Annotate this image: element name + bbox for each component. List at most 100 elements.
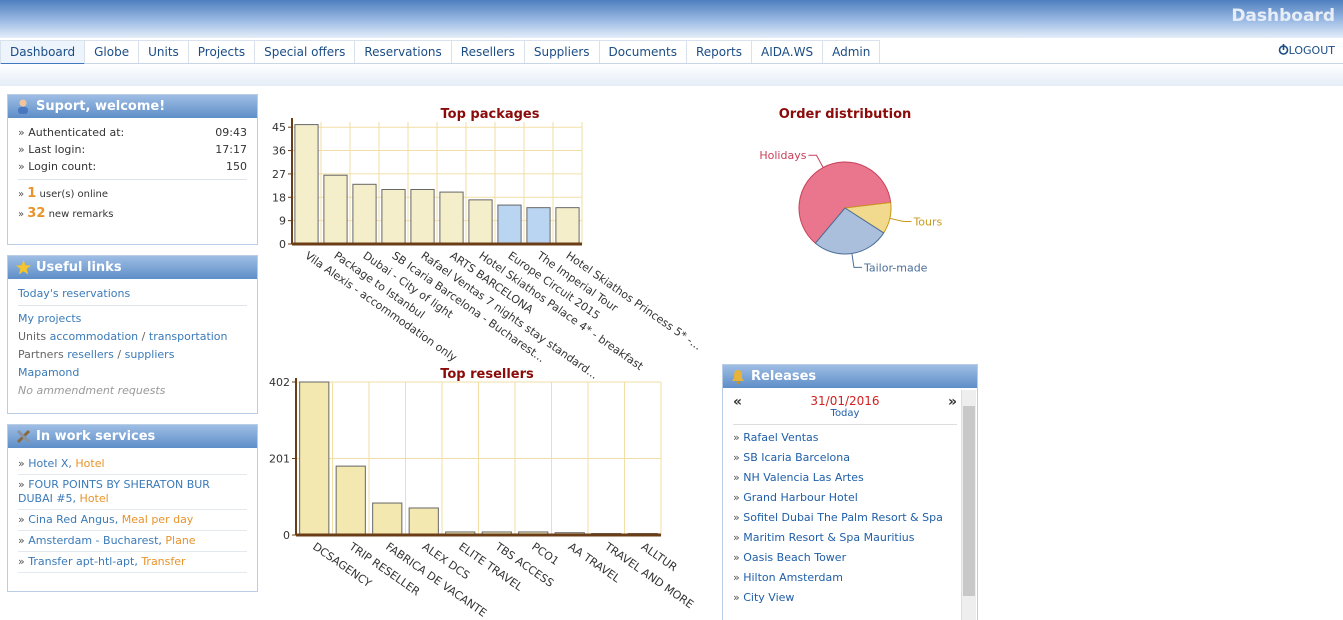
service-row: Amsterdam - Bucharest, Plane (18, 531, 247, 552)
service-type[interactable]: Hotel (79, 492, 109, 505)
release-item[interactable]: Oasis Beach Tower (733, 548, 957, 568)
info-value: 150 (226, 160, 247, 173)
service-type[interactable]: Hotel (75, 457, 105, 470)
service-name[interactable]: FOUR POINTS BY SHERATON BUR DUBAI #5, (18, 478, 210, 505)
logout[interactable]: LOGOUT (1278, 44, 1335, 57)
link-text: / (141, 330, 146, 343)
leader-line (889, 217, 912, 222)
leader-line (808, 154, 824, 168)
panel-body: « 31/01/2016 » Today Rafael VentasSB Icari… (723, 388, 977, 608)
service-name[interactable]: Hotel X, (28, 457, 72, 470)
next[interactable]: » (947, 394, 957, 410)
y-tick-label: 9 (279, 215, 286, 228)
service-type[interactable]: Transfer (141, 555, 186, 568)
link-row: No ammendment requests (18, 382, 247, 400)
nav-item[interactable]: AIDA.WS (751, 40, 824, 63)
bar (408, 507, 439, 536)
link[interactable]: transportation (148, 330, 228, 343)
release-item[interactable]: NH Valencia Las Artes (733, 468, 957, 488)
release-item[interactable]: Grand Harbour Hotel (733, 488, 957, 508)
date-nav: « 31/01/2016 » (733, 394, 957, 410)
nav-item[interactable]: Resellers (450, 40, 525, 63)
panel-title: Suport, welcome! (36, 99, 166, 114)
nav-item[interactable]: Special offers (254, 40, 356, 63)
release-item[interactable]: Hilton Amsterdam (733, 568, 957, 588)
nav-item[interactable]: Dashboard (0, 40, 86, 65)
scroll-thumb[interactable] (963, 406, 975, 596)
tools-icon (16, 429, 31, 444)
nav-item[interactable]: Projects (187, 40, 256, 63)
service-type[interactable]: Meal per day (121, 513, 194, 526)
link-text: Units (18, 330, 47, 343)
service-name[interactable]: Transfer apt-htl-apt, (28, 555, 138, 568)
info-label: Authenticated at: (18, 124, 124, 141)
bar (372, 502, 403, 536)
today[interactable]: Today (733, 408, 957, 425)
nav-item[interactable]: Suppliers (523, 40, 600, 63)
welcome-panel: Suport, welcome! Authenticated at: 09:43 L… (7, 94, 258, 245)
y-tick-label: 0 (279, 238, 286, 251)
link-text: / (117, 348, 122, 361)
info-row: Authenticated at: 09:43 (18, 124, 247, 141)
stat-text: user(s) online (39, 189, 109, 200)
stat-row: 32 new remarks (18, 206, 247, 226)
release-item[interactable]: Rafael Ventas (733, 428, 957, 448)
link-row: Partners resellers / suppliers (18, 346, 247, 364)
bar (439, 191, 464, 245)
panel-body: Hotel X, HotelFOUR POINTS BY SHERATON BU… (8, 448, 257, 579)
y-tick-label: 18 (272, 191, 286, 204)
header: Dashboard (0, 0, 1343, 38)
link[interactable]: accommodation (49, 330, 139, 343)
service-row: Cina Red Angus, Meal per day (18, 510, 247, 531)
link[interactable]: resellers (67, 348, 114, 361)
logout-text: LOGOUT (1288, 44, 1335, 57)
service-row: Hotel X, Hotel (18, 454, 247, 475)
chart-title: Order distribution (779, 107, 912, 122)
service-type[interactable]: Plane (165, 534, 196, 547)
link-text: Partners (18, 348, 64, 361)
nav-item[interactable]: Reports (685, 40, 752, 63)
links-panel: Useful links Today's reservations My pro… (7, 255, 258, 414)
panel-body: Today's reservations My projects Units a… (8, 279, 257, 406)
panel-title: In work services (36, 429, 156, 444)
link[interactable]: Today's reservations (18, 287, 131, 300)
info-value: 17:17 (215, 143, 247, 156)
prev[interactable]: « (733, 394, 743, 410)
service-row: Transfer apt-htl-apt, Transfer (18, 552, 247, 573)
nav-bar: Dashboard Globe Units Projects Special offer… (0, 40, 1343, 65)
bar (323, 174, 348, 245)
link[interactable]: My projects (18, 312, 82, 325)
service-name[interactable]: Cina Red Angus, (28, 513, 119, 526)
header-title: Dashboard (1231, 6, 1335, 26)
releases-panel: Releases « 31/01/2016 » Today Rafael Venta… (722, 364, 978, 620)
bar (381, 188, 406, 245)
release-item[interactable]: Maritim Resort & Spa Mauritius (733, 528, 957, 548)
bell-icon (732, 370, 744, 384)
scrollbar[interactable] (961, 390, 976, 620)
bar (299, 381, 330, 536)
panel-header: Releases (723, 365, 977, 388)
release-item[interactable]: SB Icaria Barcelona (733, 448, 957, 468)
link[interactable]: suppliers (124, 348, 175, 361)
nav-item[interactable]: Units (138, 40, 189, 63)
release-item[interactable]: City View (733, 588, 957, 608)
star-icon (16, 260, 31, 275)
nav-item[interactable]: Documents (598, 40, 687, 63)
y-tick-label: 201 (269, 453, 290, 466)
release-item[interactable]: Sofitel Dubai The Palm Resort & Spa (733, 508, 957, 528)
info-label: Login count: (18, 158, 96, 175)
link-text: No ammendment requests (18, 384, 166, 397)
nav-item[interactable]: Reservations (354, 40, 452, 63)
stat-row: 1 user(s) online (18, 186, 247, 206)
bar (468, 199, 493, 245)
service-name[interactable]: Amsterdam - Bucharest, (28, 534, 162, 547)
nav-item[interactable]: Globe (84, 40, 140, 63)
nav-item[interactable]: Admin (822, 40, 881, 63)
y-tick-label: 27 (272, 168, 286, 181)
panel-header: Useful links (8, 256, 257, 279)
bar (335, 465, 366, 536)
y-tick-label: 36 (272, 145, 286, 158)
y-tick-label: 0 (283, 529, 290, 542)
link[interactable]: Mapamond (18, 366, 80, 379)
